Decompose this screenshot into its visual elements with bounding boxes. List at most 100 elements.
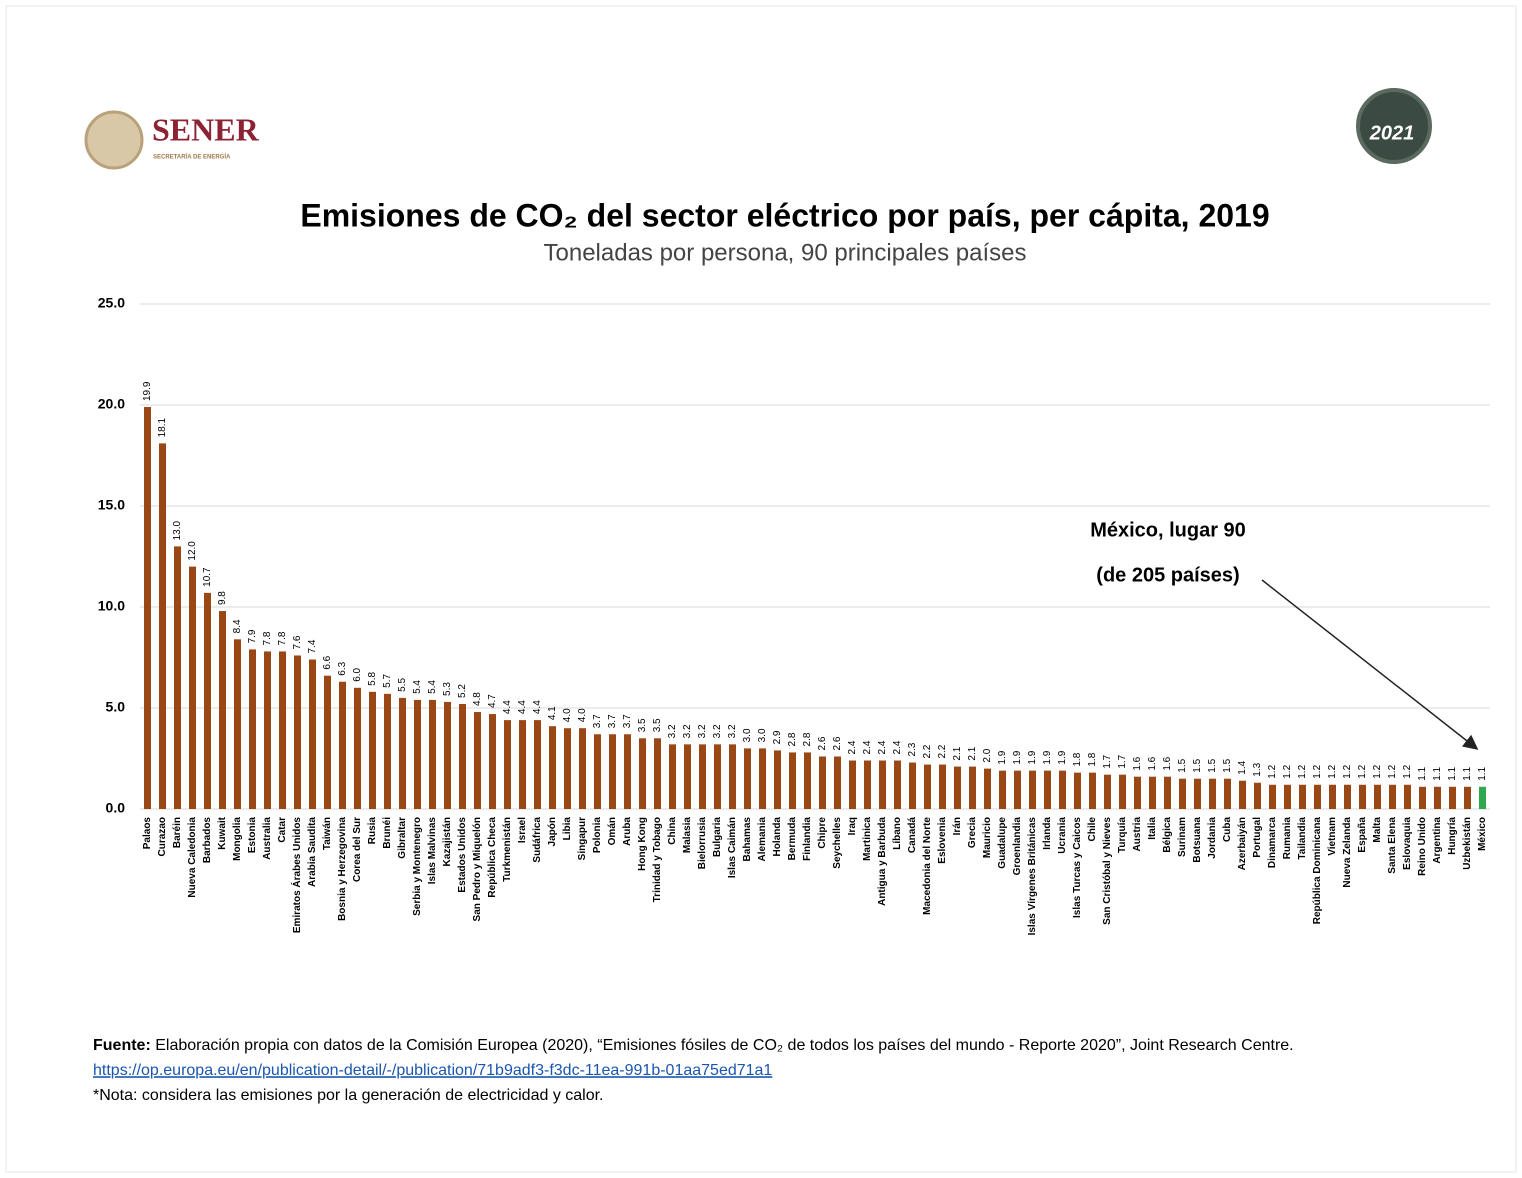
value-label: 2.8 — [787, 732, 798, 746]
x-tick-label: Rumania — [1282, 817, 1293, 860]
value-label: 18.1 — [157, 417, 168, 437]
bar — [1419, 786, 1426, 809]
bar — [1464, 786, 1471, 809]
x-tick-label: Estonia — [247, 817, 258, 854]
value-label: 2.1 — [952, 746, 963, 760]
value-label: 3.7 — [592, 714, 603, 728]
value-label: 2.0 — [982, 748, 993, 762]
bar — [564, 728, 571, 809]
y-tick-label: 5.0 — [106, 699, 126, 715]
x-tick-label: República Dominicana — [1312, 817, 1323, 925]
value-label: 4.4 — [517, 700, 528, 714]
x-tick-label: Nueva Caledonia — [187, 817, 198, 898]
value-label: 2.4 — [892, 740, 903, 754]
bar — [519, 720, 526, 809]
note: *Nota: considera las emisiones por la ge… — [93, 1087, 604, 1104]
bar — [819, 756, 826, 809]
x-tick-label: Israel — [517, 817, 528, 843]
value-label: 1.2 — [1312, 764, 1323, 778]
x-tick-label: Uzbekistán — [1462, 817, 1473, 870]
value-label: 2.4 — [877, 740, 888, 754]
logo-text: SENER — [152, 111, 260, 147]
bar — [459, 703, 466, 809]
source-text: Elaboración propia con datos de la Comis… — [151, 1037, 1294, 1054]
x-tick-label: Brunéi — [382, 817, 393, 849]
x-tick-label: Eslovenia — [937, 817, 948, 864]
x-tick-label: Catar — [277, 817, 288, 843]
x-tick-label: Azerbaiyán — [1237, 817, 1248, 870]
x-tick-label: Tailandia — [1297, 817, 1308, 860]
x-tick-label: Botsuana — [1192, 817, 1203, 863]
x-tick-label: Islas Turcas y Caicos — [1072, 817, 1083, 918]
bar — [144, 407, 151, 809]
value-label: 1.2 — [1372, 764, 1383, 778]
bar — [954, 766, 961, 809]
bar — [594, 734, 601, 809]
x-tick-label: Bélgica — [1162, 817, 1173, 853]
bar — [219, 611, 226, 809]
x-tick-label: Corea del Sur — [352, 817, 363, 882]
value-label: 2.4 — [847, 740, 858, 754]
bar — [1374, 784, 1381, 809]
bar — [1029, 770, 1036, 809]
value-label: 19.9 — [142, 381, 153, 401]
value-label: 1.1 — [1417, 766, 1428, 780]
plot: 0.0 5.0 10.0 15.0 20.0 25.0 19.9 Palaos 18.1 Cura… — [98, 295, 1490, 935]
value-label: 1.7 — [1117, 754, 1128, 768]
logo-right: 2021 — [1356, 88, 1432, 164]
value-label: 1.7 — [1102, 754, 1113, 768]
value-label: 3.2 — [712, 724, 723, 738]
value-label: 1.1 — [1477, 766, 1488, 780]
x-tick-label: Chile — [1087, 817, 1098, 842]
bar — [1224, 778, 1231, 809]
x-tick-label: Kuwait — [217, 816, 228, 849]
value-label: 2.8 — [802, 732, 813, 746]
value-label: 3.5 — [652, 718, 663, 732]
bar — [849, 760, 856, 809]
x-tick-label: Groenlandia — [1012, 817, 1023, 876]
x-tick-label: Antigua y Barbuda — [877, 817, 888, 906]
bar — [1044, 770, 1051, 809]
x-tick-label: Kazajistán — [442, 817, 453, 866]
value-label: 2.1 — [967, 746, 978, 760]
bar — [1239, 780, 1246, 809]
value-label: 1.6 — [1132, 756, 1143, 770]
bar — [1359, 784, 1366, 809]
value-label: 4.0 — [577, 708, 588, 722]
value-label: 1.9 — [1057, 750, 1068, 764]
x-tick-label: Trinidad y Tobago — [652, 817, 663, 902]
x-tick-label: Finlandia — [802, 817, 813, 861]
source-link[interactable]: https://op.europa.eu/en/publication-deta… — [93, 1062, 772, 1079]
bar — [1299, 784, 1306, 809]
annotation: México, lugar 90 — [1090, 519, 1246, 541]
value-label: 1.6 — [1147, 756, 1158, 770]
bar — [1314, 784, 1321, 809]
value-label: 13.0 — [172, 520, 183, 540]
value-label: 1.1 — [1462, 766, 1473, 780]
bar — [1389, 784, 1396, 809]
value-label: 5.7 — [382, 674, 393, 688]
value-label: 3.7 — [622, 714, 633, 728]
value-label: 12.0 — [187, 541, 198, 561]
value-label: 3.2 — [727, 724, 738, 738]
value-label: 3.2 — [682, 724, 693, 738]
bar — [489, 714, 496, 809]
bar — [879, 760, 886, 809]
value-label: 1.9 — [1027, 750, 1038, 764]
bar — [1149, 776, 1156, 809]
logo-text: 2021 — [1369, 122, 1415, 144]
x-tick-label: Dinamarca — [1267, 817, 1278, 869]
bar — [984, 768, 991, 809]
bar — [1449, 786, 1456, 809]
bar — [264, 651, 271, 809]
x-tick-label: Hungría — [1447, 817, 1458, 855]
bar — [624, 734, 631, 809]
source: Fuente: Elaboración propia con datos de … — [93, 1037, 1294, 1054]
value-label: 1.2 — [1327, 764, 1338, 778]
x-tick-label: Irán — [952, 817, 963, 835]
value-label: 1.9 — [1012, 750, 1023, 764]
bar — [1074, 772, 1081, 809]
x-tick-label: Palaos — [142, 817, 153, 850]
bar — [1119, 774, 1126, 809]
value-label: 3.0 — [742, 728, 753, 742]
